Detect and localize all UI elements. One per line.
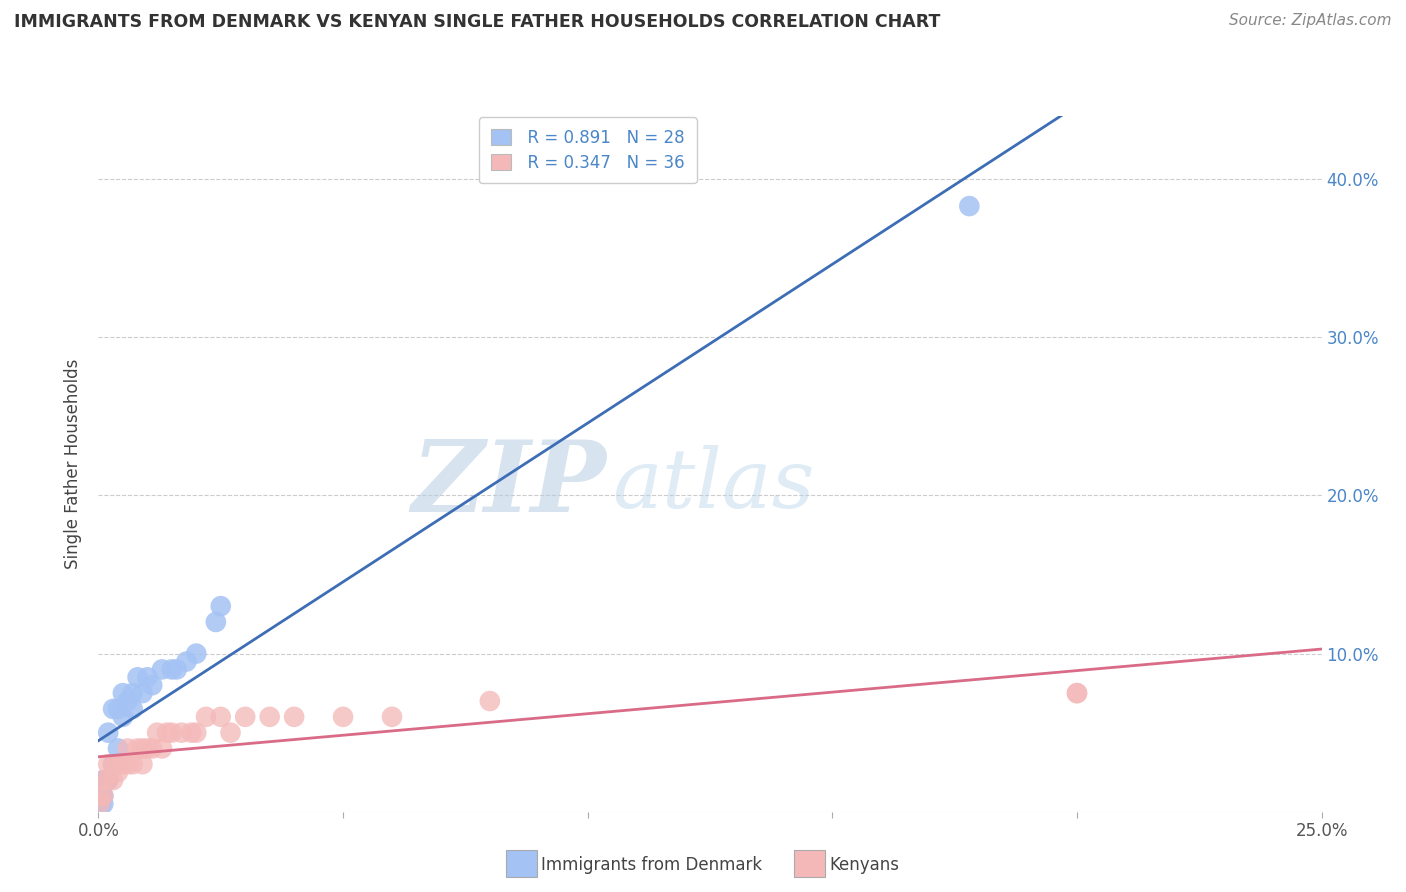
Point <box>117 757 139 772</box>
Point <box>91 773 114 788</box>
Point <box>117 741 139 756</box>
Text: Kenyans: Kenyans <box>830 856 900 874</box>
Point <box>127 670 149 684</box>
Point <box>195 710 218 724</box>
Point <box>111 710 134 724</box>
Point <box>97 773 120 788</box>
Point <box>146 725 169 739</box>
Point <box>186 725 208 739</box>
Point <box>90 797 112 811</box>
Point <box>957 199 980 213</box>
Point <box>209 710 232 724</box>
Point <box>156 725 179 739</box>
Point <box>97 725 120 739</box>
Point <box>186 647 208 661</box>
Point <box>259 710 281 724</box>
Point <box>89 797 111 811</box>
Point <box>107 702 129 716</box>
Point <box>91 789 114 803</box>
Point <box>166 662 188 676</box>
Point <box>91 797 114 811</box>
Text: atlas: atlas <box>612 445 814 524</box>
Point <box>91 773 114 788</box>
Point <box>180 725 202 739</box>
Point <box>332 710 354 724</box>
Point <box>91 789 114 803</box>
Point <box>94 773 117 788</box>
Point <box>111 757 134 772</box>
Text: Source: ZipAtlas.com: Source: ZipAtlas.com <box>1229 13 1392 29</box>
Point <box>150 741 173 756</box>
Point <box>97 773 120 788</box>
Point <box>101 702 124 716</box>
Point <box>136 670 159 684</box>
Point <box>478 694 501 708</box>
Point <box>141 678 163 692</box>
Point <box>1066 686 1088 700</box>
Text: ZIP: ZIP <box>411 436 606 533</box>
Point <box>283 710 305 724</box>
Point <box>131 741 153 756</box>
Point <box>1066 686 1088 700</box>
Point <box>101 773 124 788</box>
Point <box>176 655 198 669</box>
Point <box>121 702 143 716</box>
Point <box>91 789 114 803</box>
Point <box>121 757 143 772</box>
Point <box>127 741 149 756</box>
Point <box>170 725 193 739</box>
Point <box>107 757 129 772</box>
Point <box>381 710 404 724</box>
Text: IMMIGRANTS FROM DENMARK VS KENYAN SINGLE FATHER HOUSEHOLDS CORRELATION CHART: IMMIGRANTS FROM DENMARK VS KENYAN SINGLE… <box>14 13 941 31</box>
Point <box>160 725 183 739</box>
Point <box>107 741 129 756</box>
Point <box>160 662 183 676</box>
Point <box>233 710 256 724</box>
Point <box>205 615 228 629</box>
Point <box>101 757 124 772</box>
Y-axis label: Single Father Households: Single Father Households <box>65 359 83 569</box>
Point <box>121 686 143 700</box>
Point <box>136 741 159 756</box>
Text: Immigrants from Denmark: Immigrants from Denmark <box>541 856 762 874</box>
Point <box>97 757 120 772</box>
Point <box>219 725 242 739</box>
Point <box>101 757 124 772</box>
Point <box>90 789 112 803</box>
Point <box>131 757 153 772</box>
Legend:   R = 0.891   N = 28,   R = 0.347   N = 36: R = 0.891 N = 28, R = 0.347 N = 36 <box>479 118 696 184</box>
Point <box>209 599 232 614</box>
Point <box>150 662 173 676</box>
Point <box>131 686 153 700</box>
Point <box>141 741 163 756</box>
Point <box>117 694 139 708</box>
Point <box>111 686 134 700</box>
Point <box>107 765 129 780</box>
